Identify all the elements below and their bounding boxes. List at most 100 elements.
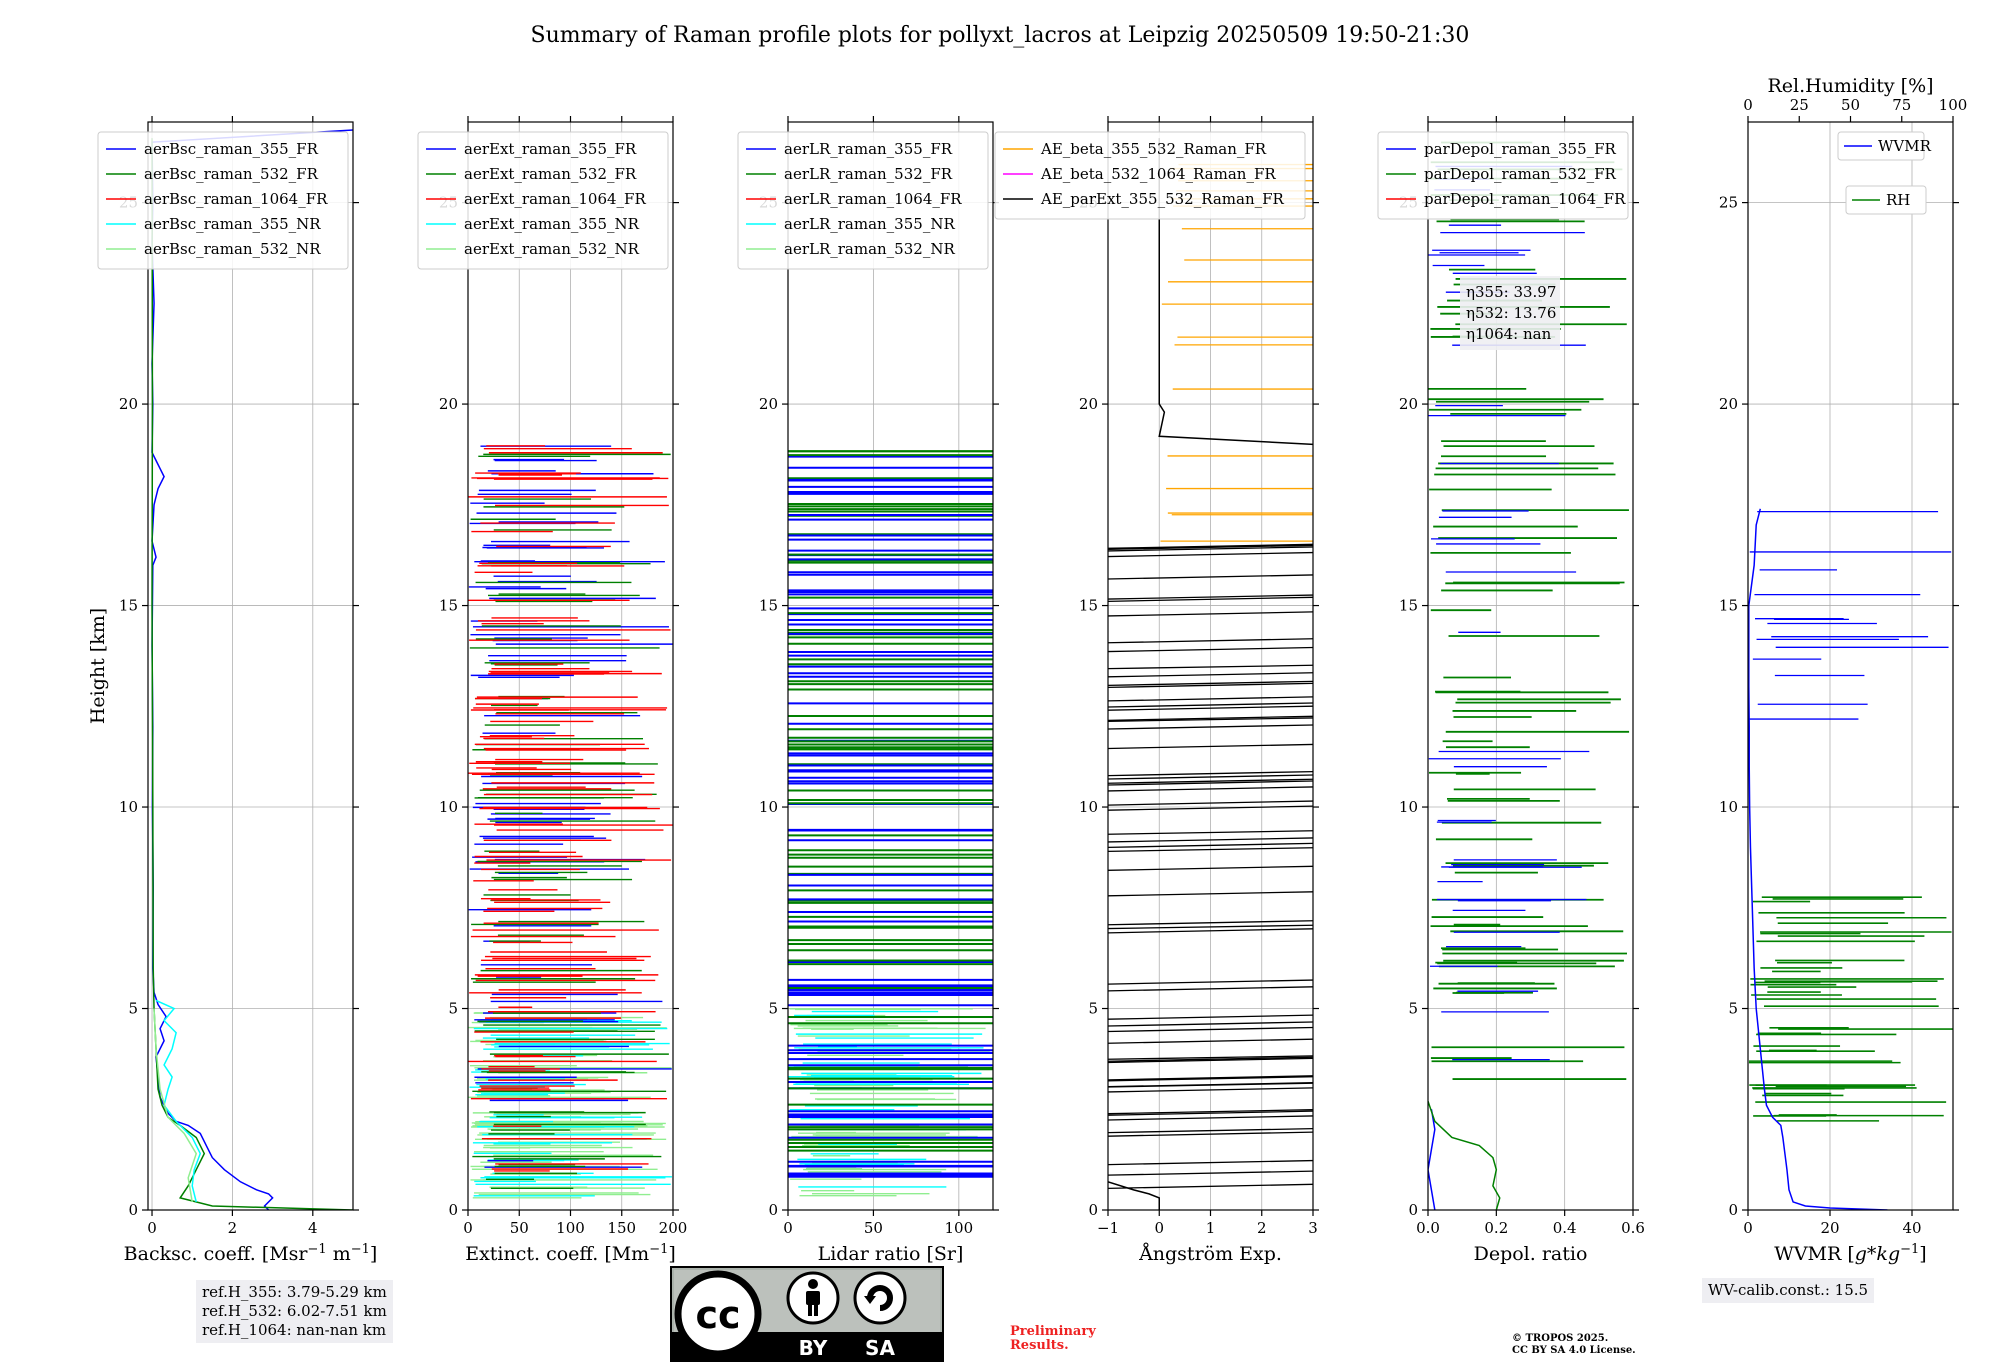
x-tick-label: 0 [463, 1219, 473, 1237]
profile-stripe [1108, 1127, 1313, 1134]
profile-stripe [1108, 646, 1313, 653]
profile-stripe [1108, 672, 1313, 678]
y-tick-label: 20 [759, 395, 778, 413]
y-tick-label: 5 [1408, 1000, 1418, 1018]
profile-stripe [1108, 543, 1313, 549]
profile-stripe [1108, 1087, 1313, 1093]
y-tick-label: 10 [759, 798, 778, 816]
legend-label: aerBsc_raman_1064_FR [144, 190, 328, 208]
profile-stripe [1108, 1159, 1313, 1166]
legend-frame [97, 131, 349, 270]
profile-stripe [1108, 1076, 1313, 1082]
y-tick-label: 20 [1719, 395, 1738, 413]
legend-frame [1845, 185, 1927, 215]
profile-stripe [1108, 1056, 1313, 1062]
panel-3: 0501000510152025Lidar ratio [Sr]aerLR_ra… [737, 116, 999, 1265]
x-tick-label: 4 [308, 1219, 318, 1237]
legend-label: parDepol_raman_355_FR [1424, 140, 1617, 158]
y-tick-label: 0 [448, 1201, 458, 1219]
legend-label: aerLR_raman_532_FR [784, 165, 953, 183]
series-line-2 [151, 138, 353, 1210]
cc-logo-text: cc [695, 1293, 740, 1337]
top-x-axis-label: Rel.Humidity [%] [1767, 75, 1933, 97]
reference-height-box: ref.H_355: 3.79-5.29 km ref.H_532: 6.02-… [196, 1280, 393, 1343]
profile-stripe [1108, 715, 1313, 721]
x-axis-label: Extinct. coeff. [Mm−1] [465, 1242, 676, 1266]
profile-stripe [1108, 928, 1313, 934]
x-axis-label: Lidar ratio [Sr] [818, 1243, 964, 1265]
annotation-line: η355: 33.97 [1466, 283, 1556, 301]
y-tick-label: 5 [1728, 1000, 1738, 1018]
plot-area [151, 129, 353, 1210]
x-tick-label: 2 [1257, 1219, 1267, 1237]
profile-stripe [1108, 611, 1313, 617]
profile-stripe [1108, 596, 1313, 602]
profile-stripe [1108, 1075, 1313, 1081]
top-x-tick-label: 50 [1841, 96, 1860, 114]
profile-stripe [1108, 574, 1313, 580]
annotation-box [1460, 276, 1560, 350]
profile-stripe [1108, 1021, 1313, 1027]
profile-stripe [1108, 786, 1313, 792]
profile-stripe [1108, 1115, 1313, 1121]
profile-stripe [1108, 920, 1313, 926]
y-tick-label: 0 [768, 1201, 778, 1219]
legend: aerBsc_raman_355_FR aerBsc_raman_532_FRae… [97, 131, 349, 270]
x-tick-label: 150 [607, 1219, 636, 1237]
x-tick-label: 0 [147, 1219, 157, 1237]
x-tick-label: 0.6 [1621, 1219, 1645, 1237]
profile-stripe [1108, 705, 1313, 711]
plot-area [788, 450, 993, 1197]
legend-label: parDepol_raman_1064_FR [1424, 190, 1626, 208]
top-x-tick-label: 0 [1743, 96, 1753, 114]
y-tick-label: 10 [439, 798, 458, 816]
x-axis-label: Backsc. coeff. [Msr−1 m−1] [124, 1242, 378, 1266]
copyright-notice: © TROPOS 2025. CC BY SA 4.0 License. [1512, 1333, 1636, 1357]
series-line-1 [1748, 508, 1888, 1210]
legend-label: aerExt_raman_355_NR [464, 215, 640, 233]
profile-stripe [1108, 1026, 1313, 1033]
legend-label: aerExt_raman_532_FR [464, 165, 637, 183]
profile-stripe [1108, 865, 1313, 871]
profile-stripe [1108, 1082, 1313, 1088]
x-tick-label: 100 [556, 1219, 585, 1237]
legend: parDepol_raman_355_FR parDepol_raman_532_… [1377, 131, 1629, 220]
profile-stripe [1108, 891, 1313, 897]
legend-label: aerBsc_raman_355_FR [144, 140, 319, 158]
x-tick-label: 20 [1820, 1219, 1839, 1237]
profile-stripe [1108, 805, 1313, 811]
x-tick-label: 200 [659, 1219, 688, 1237]
eta-annotation: η355: 33.97 η532: 13.76 η1064: nan [1460, 276, 1560, 350]
profile-stripe [1108, 774, 1313, 780]
legend-label: RH [1886, 191, 1910, 209]
x-tick-label: 0 [1154, 1219, 1164, 1237]
y-tick-label: 0 [1728, 1201, 1738, 1219]
preliminary-notice: Preliminary Results. [1010, 1325, 1096, 1353]
panel-5: 0.00.20.40.60510152025Depol. ratioparDep… [1377, 116, 1645, 1265]
figure-title: Summary of Raman profile plots for polly… [531, 23, 1470, 48]
plot-area [468, 445, 673, 1199]
y-tick-label: 10 [119, 798, 138, 816]
top-x-tick-label: 75 [1892, 96, 1911, 114]
y-tick-label: 5 [128, 1000, 138, 1018]
x-tick-label: 0.2 [1484, 1219, 1508, 1237]
x-tick-label: 0.4 [1553, 1219, 1577, 1237]
copyright-line-2: CC BY SA 4.0 License. [1512, 1345, 1636, 1356]
y-tick-label: 20 [1399, 395, 1418, 413]
series-line-1 [1428, 1109, 1436, 1210]
axes-frame [787, 121, 994, 1211]
legend-label: aerLR_raman_355_FR [784, 140, 953, 158]
y-tick-label: 15 [1719, 597, 1738, 615]
y-tick-label: 15 [759, 597, 778, 615]
y-tick-label: 10 [1399, 798, 1418, 816]
x-tick-label: 40 [1902, 1219, 1921, 1237]
annotation-line: η1064: nan [1466, 325, 1552, 343]
legend-label: AE_beta_355_532_Raman_FR [1040, 140, 1267, 158]
profile-stripe [1108, 717, 1313, 722]
profile-stripe [1108, 986, 1313, 992]
legend-wvmr: WVMR [1837, 131, 1932, 161]
by-label: BY [799, 1336, 828, 1360]
y-tick-label: 5 [1088, 1000, 1098, 1018]
profile-stripe [1108, 837, 1313, 843]
legend-label: aerExt_raman_355_FR [464, 140, 637, 158]
